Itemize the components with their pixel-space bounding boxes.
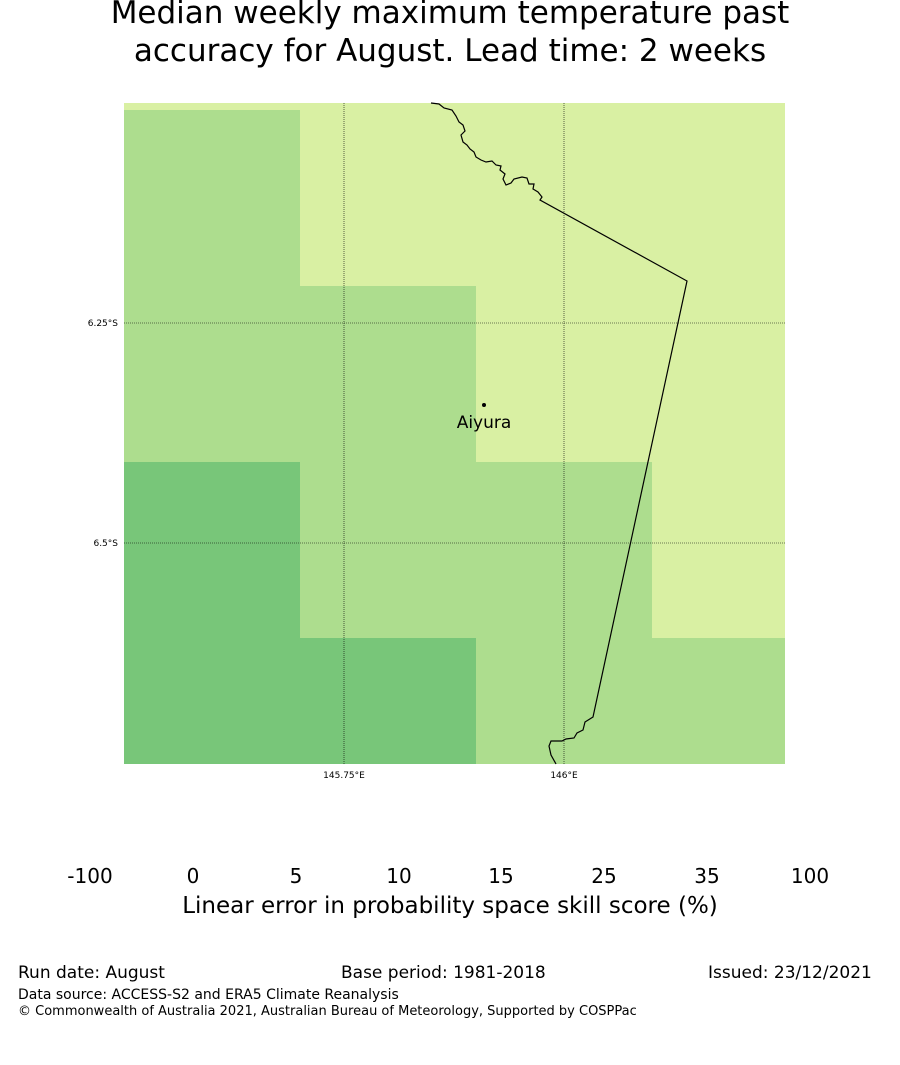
grid-cell — [124, 103, 785, 110]
copyright: © Commonwealth of Australia 2021, Austra… — [18, 1004, 637, 1019]
grid-cell — [652, 462, 785, 638]
grid-cell — [300, 110, 476, 286]
run-date: Run date: August — [18, 963, 165, 983]
border-line — [430, 102, 688, 765]
colorbar-tick-label: 35 — [694, 864, 720, 888]
base-period: Base period: 1981-2018 — [341, 963, 546, 983]
colorbar-tick-label: -100 — [67, 864, 113, 888]
title-line-1: Median weekly maximum temperature past — [110, 0, 790, 31]
grid-cell — [124, 110, 300, 462]
lon-tick-labels: 145.75°E 146°E — [323, 771, 578, 781]
grid-cell — [476, 110, 785, 462]
colorbar-tick-label: 0 — [186, 864, 200, 888]
grid-cell — [300, 638, 476, 764]
place-label: Aiyura — [457, 413, 512, 433]
colorbar-tick-label: 15 — [488, 864, 514, 888]
colorbar-tick-label: 5 — [289, 864, 303, 888]
page-title: Median weekly maximum temperature past a… — [0, 0, 900, 70]
issued-date: Issued: 23/12/2021 — [708, 963, 872, 983]
colorbar-tick-label: 100 — [790, 864, 830, 888]
lat-tick-label: 6.25°S — [88, 319, 119, 329]
lon-tick-label: 145.75°E — [323, 771, 365, 781]
grid-cell — [652, 638, 785, 764]
grid-cell — [300, 286, 476, 638]
data-source: Data source: ACCESS-S2 and ERA5 Climate … — [18, 987, 399, 1003]
colorbar-tick-label: 25 — [591, 864, 617, 888]
lon-tick-label: 146°E — [550, 771, 578, 781]
colorbar-tick-label: 10 — [386, 864, 412, 888]
place-dot — [482, 403, 486, 407]
grid-cell — [124, 462, 300, 764]
title-line-2: accuracy for August. Lead time: 2 weeks — [133, 33, 767, 69]
lat-tick-label: 6.5°S — [93, 539, 118, 549]
colorbar-caption: Linear error in probability space skill … — [182, 893, 718, 919]
place-marker: Aiyura — [457, 403, 512, 433]
lat-tick-labels: 6.25°S 6.5°S — [88, 319, 119, 549]
grid-cells — [124, 103, 785, 764]
skill-map: Aiyura 6.25°S 6.5°S 145.75°E 146°E — [88, 102, 785, 781]
